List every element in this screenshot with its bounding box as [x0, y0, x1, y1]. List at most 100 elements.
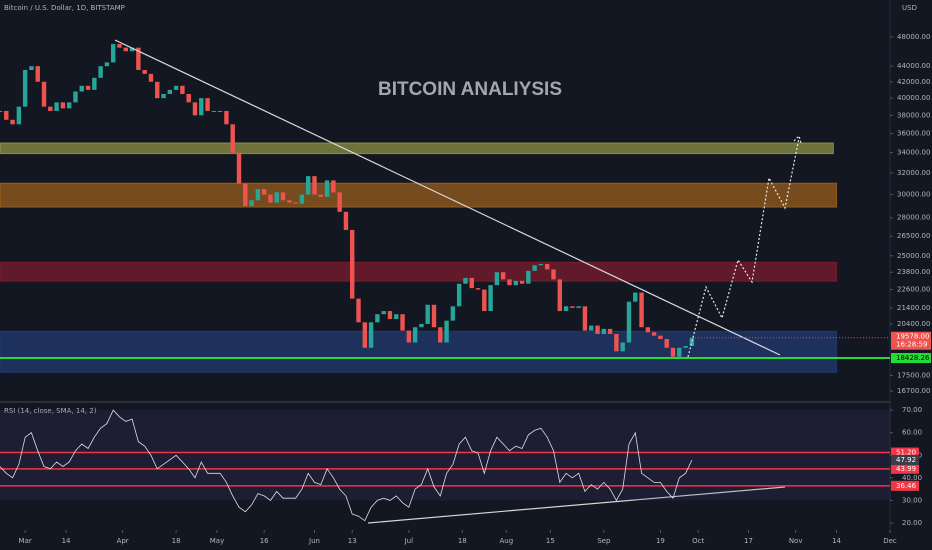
candle-body [419, 323, 424, 328]
candle-body [557, 279, 562, 312]
x-tick-label: 18 [172, 537, 181, 545]
candle-body [104, 62, 110, 67]
y-tick-label: 28000.00 [897, 214, 930, 222]
candle-body [664, 339, 669, 348]
candle-body [186, 93, 191, 103]
candle-body [356, 298, 361, 323]
chart-title: BITCOIN ANALIYSIS [378, 79, 562, 100]
candle-body [387, 311, 393, 320]
candle-body [4, 110, 9, 120]
candle-body [406, 330, 412, 343]
trend-line [114, 39, 781, 356]
x-tick-label: 17 [744, 537, 753, 545]
x-tick-label: Jun [308, 537, 320, 545]
rsi-level-label: 43.99 [896, 465, 916, 473]
y-tick-label: 23800.00 [897, 268, 930, 276]
price-zone [0, 261, 838, 282]
candle-body [274, 192, 279, 203]
x-tick-label: 15 [546, 537, 555, 545]
candle-body [318, 194, 323, 197]
candle-body [85, 85, 91, 90]
y-tick-label: 22600.00 [897, 286, 930, 294]
candle-body [670, 347, 676, 357]
candle-body [545, 263, 550, 270]
candle-body [192, 102, 198, 116]
candle-body [337, 192, 342, 212]
candle-body [658, 335, 663, 340]
x-tick-label: Dec [883, 537, 897, 545]
candle-body [161, 93, 166, 99]
candle-body [331, 180, 336, 193]
candle-body [526, 270, 531, 284]
candle-body [343, 211, 349, 230]
candle-body [29, 66, 34, 71]
candle-body [645, 327, 651, 333]
x-tick-label: 14 [832, 537, 841, 545]
candle-body [261, 189, 267, 195]
candle-body [217, 110, 223, 112]
candle-body [375, 314, 380, 323]
x-tick-label: Aug [499, 537, 513, 545]
candle-body [368, 322, 374, 348]
price-zone [0, 330, 838, 373]
candle-body [563, 306, 569, 312]
candle-body [60, 102, 66, 109]
rsi-header: RSI (14, close, SMA, 14, 2) [4, 407, 97, 415]
y-tick-label: 20400.00 [897, 320, 930, 328]
candle-body [305, 176, 311, 195]
candle-body [10, 119, 15, 125]
candle-body [167, 89, 173, 94]
candle-body [312, 176, 317, 195]
candle-body [224, 110, 229, 125]
x-tick-label: Nov [789, 537, 803, 545]
candle-body [268, 194, 273, 203]
x-tick-label: Sep [597, 537, 611, 545]
rsi-level-label: 36.46 [896, 482, 917, 490]
candle-body [689, 337, 695, 347]
candle-body [538, 263, 544, 266]
candle-body [431, 304, 437, 328]
candle-body [173, 85, 179, 90]
candle-body [324, 180, 330, 197]
candle-body [394, 314, 399, 320]
rsi-current-bg [891, 454, 919, 465]
candle-body [287, 200, 292, 203]
candle-body [412, 327, 418, 343]
y-tick-label: 16700.00 [897, 387, 930, 395]
candle-body [532, 265, 537, 271]
candle-body [199, 98, 204, 116]
candle-body [463, 277, 468, 284]
candle-body [236, 152, 242, 184]
y-tick-label: 32000.00 [897, 169, 930, 177]
candle-body [513, 280, 518, 286]
candle-body [117, 44, 122, 48]
candle-body [123, 47, 128, 52]
projection-path [687, 134, 802, 358]
support-label-bg [891, 353, 931, 364]
rsi-tick-label: 70.00 [902, 406, 922, 414]
candle-body [469, 277, 474, 289]
candle-body [381, 311, 386, 315]
rsi-level-bg [891, 480, 919, 491]
candle-body [280, 192, 286, 201]
y-tick-label: 42000.00 [897, 78, 930, 86]
candle-body [601, 328, 607, 334]
candle-body [475, 288, 481, 290]
x-tick-label: Apr [117, 537, 129, 545]
y-tick-label: 48000.00 [897, 33, 930, 41]
candle-body [488, 285, 493, 312]
candle-body [142, 70, 147, 74]
candle-body [582, 306, 588, 331]
candle-body [507, 279, 512, 286]
y-tick-label: 30000.00 [897, 191, 930, 199]
candle-body [551, 269, 556, 280]
y-tick-label: 21400.00 [897, 304, 930, 312]
candle-body [205, 98, 210, 111]
candle-body [570, 306, 575, 308]
candle-body [111, 44, 116, 63]
candle-body [230, 124, 235, 153]
candle-body [450, 306, 456, 321]
candle-body [22, 70, 28, 107]
x-tick-label: Mar [19, 537, 32, 545]
x-tick-label: Oct [692, 537, 704, 545]
